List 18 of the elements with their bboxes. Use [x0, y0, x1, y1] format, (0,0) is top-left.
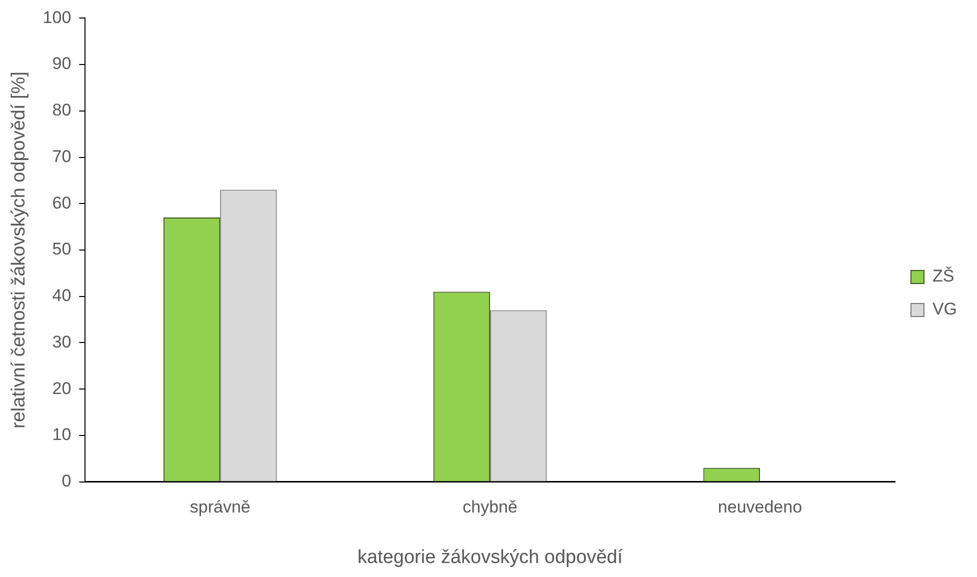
y-tick-label: 20 — [52, 378, 72, 398]
y-tick-label: 10 — [52, 425, 72, 444]
x-tick-label: správně — [190, 498, 250, 517]
y-tick-label: 0 — [62, 471, 72, 490]
y-tick-label: 90 — [52, 54, 72, 74]
x-axis-title: kategorie žákovských odpovědí — [357, 546, 624, 568]
x-tick-label: chybně — [462, 498, 518, 517]
y-tick-label: 70 — [52, 146, 72, 166]
legend-label: VG — [932, 300, 957, 319]
y-tick-label: 100 — [42, 8, 72, 27]
x-tick-label: neuvedeno — [718, 498, 802, 517]
y-tick-label: 50 — [52, 240, 72, 259]
legend-label: ZŠ — [932, 266, 954, 286]
y-tick-label: 80 — [52, 100, 72, 120]
y-tick-label: 40 — [52, 286, 72, 306]
y-tick-label: 30 — [52, 332, 72, 352]
y-axis-title: relativní četnosti žákovských odpovědí [%] — [8, 72, 30, 428]
y-tick-label: 60 — [52, 193, 72, 212]
